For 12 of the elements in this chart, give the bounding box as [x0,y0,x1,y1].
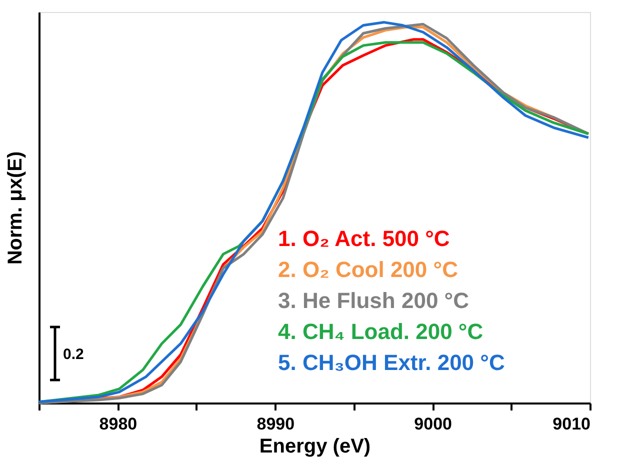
text: 4. CH₄ Load. 200 °C [278,319,484,344]
x-tick-label: 9010 [552,414,590,434]
x-axis-title: Energy (eV) [259,436,371,458]
x-tick-label: 8980 [99,414,138,434]
x-tick-label: 8990 [256,414,295,434]
text: 3. He Flush 200 °C [278,288,470,313]
annotation: 0.2 [63,346,84,363]
text: 5. CH₃OH Extr. 200 °C [278,350,505,375]
series-label: 2. O₂ Cool 200 °C [278,257,458,282]
x-tick-label: 9000 [414,414,452,434]
series-label: 1. O₂ Act. 500 °C [278,226,450,251]
y-axis-title: Norm. μx(E) [4,151,26,265]
